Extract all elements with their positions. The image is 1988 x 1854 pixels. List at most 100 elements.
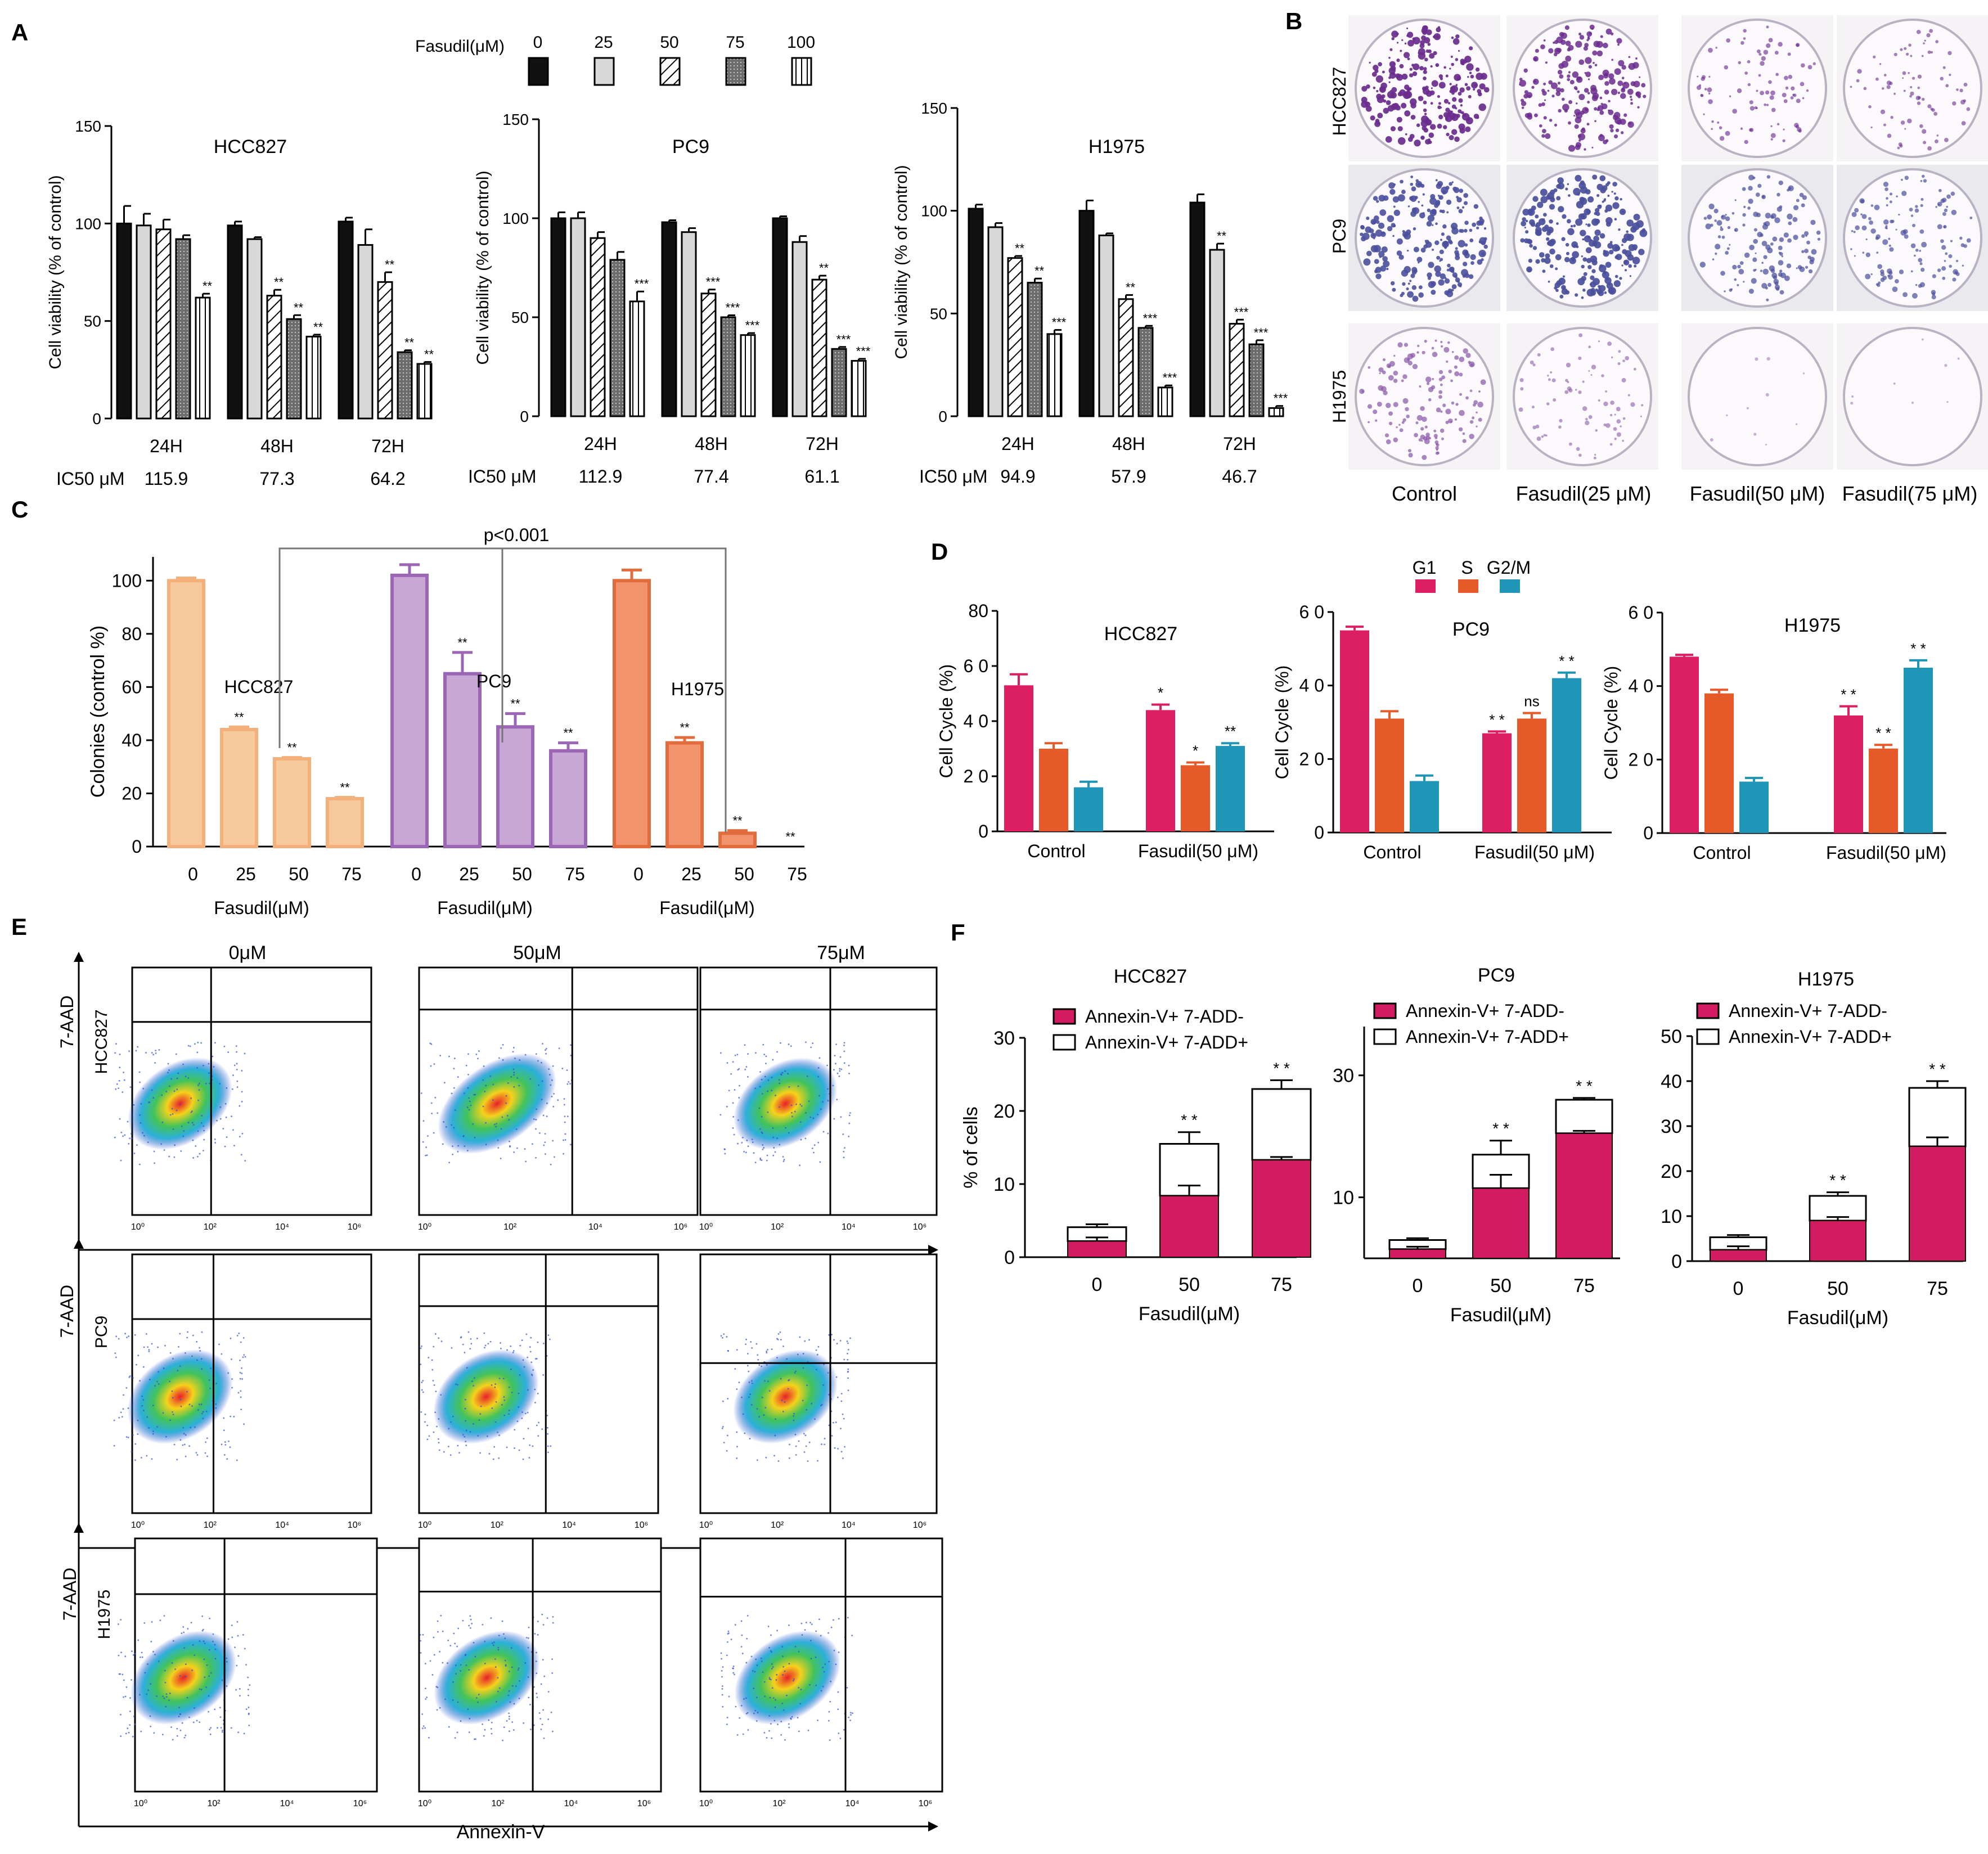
colony-dot — [1523, 238, 1529, 244]
colony-dot — [1806, 240, 1810, 245]
flow-event — [451, 1092, 453, 1095]
flow-event — [511, 1685, 514, 1687]
flow-event — [771, 1348, 773, 1350]
flow-event — [793, 1412, 795, 1415]
colony-dot — [1479, 83, 1486, 90]
colony-dot — [1899, 269, 1904, 274]
significance-label: *** — [1274, 392, 1288, 406]
x-tick-label: 10² — [204, 1520, 217, 1530]
colony-dot — [1886, 204, 1888, 207]
arrowhead — [74, 1523, 84, 1533]
colony-dot — [1620, 119, 1626, 125]
flow-density — [433, 1349, 539, 1444]
bar-48h-50 — [1118, 298, 1134, 417]
flow-event — [533, 1686, 535, 1688]
flow-event — [516, 1420, 519, 1423]
colony-dot — [1776, 123, 1780, 125]
bar-75-annexin-only — [1909, 1146, 1966, 1262]
x-tick-label: 24H — [584, 434, 617, 454]
plate-hcc827-3 — [1843, 19, 1982, 158]
flow-event — [736, 1054, 739, 1056]
flow-event — [788, 1624, 790, 1626]
colony-dot — [1589, 240, 1596, 247]
flow-event — [236, 1063, 238, 1065]
x-tick-label: 10⁰ — [131, 1222, 145, 1232]
colony-dot — [1582, 406, 1587, 411]
flow-event — [497, 1649, 500, 1651]
flow-event — [554, 1156, 555, 1158]
colony-dot — [1598, 285, 1601, 288]
flow-event — [123, 1079, 125, 1081]
x-tick-label: Control — [1693, 843, 1751, 863]
colony-dot — [1525, 230, 1529, 234]
flow-event — [140, 1730, 142, 1732]
flow-event — [816, 1353, 818, 1356]
flow-event — [721, 1694, 723, 1696]
flow-event — [163, 1615, 165, 1617]
colony-dot — [1464, 253, 1470, 259]
flow-event — [118, 1417, 120, 1419]
colony-dot — [1854, 208, 1859, 213]
flow-event — [248, 1712, 250, 1714]
flow-event — [808, 1339, 810, 1341]
flow-ylabel: 7-AAD — [60, 1568, 80, 1621]
flow-event — [840, 1400, 843, 1402]
colony-dot — [1392, 196, 1400, 203]
flow-event — [507, 1082, 509, 1084]
y-tick-label: 10 — [1333, 1187, 1354, 1209]
colony-dot — [1585, 247, 1592, 254]
colony-dot — [1361, 101, 1368, 108]
significance-label: ** — [385, 258, 395, 272]
flow-event — [724, 1148, 726, 1150]
flow-event — [815, 1684, 817, 1686]
x-tick-label: 10⁶ — [674, 1222, 687, 1232]
colony-dot — [1369, 61, 1371, 64]
flow-event — [224, 1444, 227, 1446]
colony-dot — [1387, 91, 1395, 98]
colony-dot — [1850, 402, 1854, 405]
colony-dot — [1483, 87, 1490, 93]
flow-xlabel: Annexin-V — [457, 1821, 545, 1843]
colony-dot — [1593, 456, 1596, 460]
colony-dot — [1443, 125, 1447, 129]
colony-dot — [1388, 67, 1396, 74]
flow-event — [788, 1457, 790, 1459]
flow-event — [473, 1094, 475, 1096]
colony-dot — [1535, 259, 1540, 264]
colony-dot — [1378, 62, 1382, 67]
colony-dot — [1817, 237, 1821, 241]
colony-dot — [1940, 199, 1945, 203]
flow-event — [515, 1128, 518, 1130]
flow-event — [172, 1411, 173, 1413]
flow-event — [751, 1382, 753, 1384]
flow-event — [753, 1712, 755, 1714]
colony-dot — [1447, 341, 1450, 344]
flow-event — [464, 1398, 466, 1401]
colony-dot — [1549, 264, 1554, 268]
colony-dot — [1445, 420, 1449, 424]
flow-event — [744, 1432, 746, 1434]
bar-48h-100 — [740, 334, 756, 417]
flow-event — [113, 1444, 115, 1447]
flow-event — [561, 1068, 564, 1069]
flow-event — [233, 1145, 235, 1147]
colony-dot — [1451, 284, 1457, 290]
flow-event — [465, 1441, 467, 1442]
flow-event — [229, 1446, 231, 1448]
flow-event — [425, 1154, 426, 1156]
flow-event — [191, 1122, 194, 1124]
colony-dot — [1531, 205, 1536, 211]
colony-dot — [1804, 249, 1809, 254]
flow-event — [543, 1675, 546, 1677]
flow-event — [535, 1053, 537, 1055]
flow-event — [758, 1107, 761, 1109]
flow-event — [525, 1160, 527, 1163]
flow-event — [756, 1696, 758, 1699]
flow-event — [492, 1458, 494, 1460]
flow-event — [123, 1679, 125, 1681]
flow-event — [161, 1734, 164, 1736]
colony-dot — [1612, 244, 1620, 252]
flow-event — [231, 1358, 232, 1360]
colony-dot — [1629, 96, 1632, 98]
colony-dot — [1869, 220, 1874, 225]
